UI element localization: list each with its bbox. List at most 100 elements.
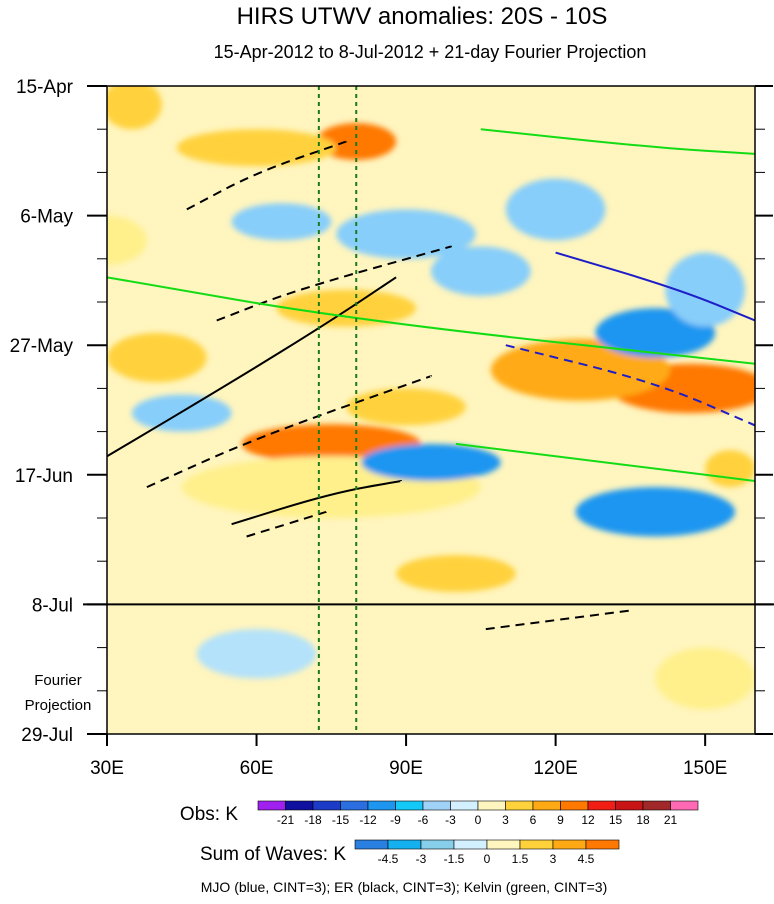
- mjo-contour-8: [555, 251, 755, 322]
- obs-legend-swatch-4: [367, 800, 396, 811]
- y-tick-label-1: 6-May: [20, 207, 73, 228]
- projection-label-line1: Fourier: [34, 672, 82, 689]
- waves-legend-label-6: 4.5: [578, 852, 595, 866]
- anomaly-blob-20: [131, 394, 232, 432]
- obs-legend-label-3: -12: [359, 813, 377, 827]
- x-tick-label-1: 60E: [240, 758, 274, 779]
- obs-colorbar: -21 -18 -15 -12 -9 -6 -3 0 3 6 9 12 15 18 21: [257, 800, 699, 827]
- waves-legend-label-3: 0: [484, 852, 491, 866]
- obs-legend-swatch-6: [422, 800, 451, 811]
- er-contour-5: [246, 510, 327, 538]
- projection-label-line2: Projection: [25, 697, 92, 714]
- waves-legend-swatch-4: [486, 839, 521, 850]
- er-contour-0: [107, 276, 397, 458]
- obs-legend-label-0: -21: [277, 813, 295, 827]
- anomaly-blob-4: [276, 289, 417, 327]
- chart-subtitle: 15-Apr-2012 to 8-Jul-2012 + 21-day Fouri…: [214, 42, 647, 62]
- waves-legend-label-4: 1.5: [512, 852, 529, 866]
- obs-legend-label-10: 9: [557, 813, 564, 827]
- anomaly-blob-10: [705, 450, 755, 488]
- obs-legend-label-1: -18: [304, 813, 322, 827]
- obs-legend-swatch-15: [670, 800, 699, 811]
- obs-legend-label-6: -3: [445, 813, 456, 827]
- obs-legend-swatch-3: [340, 800, 369, 811]
- y-tick-label-3: 17-Jun: [15, 466, 73, 487]
- obs-legend-label-11: 12: [581, 813, 595, 827]
- anomaly-blob-13: [655, 647, 755, 710]
- anomaly-blob-5: [176, 129, 337, 167]
- anomaly-blob-21: [196, 629, 317, 679]
- waves-legend-label-0: -4.5: [378, 852, 399, 866]
- obs-legend-swatch-5: [395, 800, 424, 811]
- obs-legend-swatch-11: [560, 800, 589, 811]
- waves-legend-swatch-0: [354, 839, 389, 850]
- anomaly-field: [107, 86, 755, 710]
- waves-legend-swatch-2: [420, 839, 455, 850]
- anomaly-blob-15: [336, 209, 476, 259]
- obs-legend-swatch-13: [615, 800, 644, 811]
- obs-legend-label-13: 18: [636, 813, 650, 827]
- obs-legend-swatch-1: [285, 800, 314, 811]
- anomaly-blob-3: [490, 339, 671, 401]
- x-tick-label-2: 90E: [389, 758, 423, 779]
- kelvin-contour-11: [480, 128, 755, 155]
- footer-caption: MJO (blue, CINT=3); ER (black, CINT=3); …: [201, 879, 608, 895]
- waves-legend-swatch-5: [519, 839, 554, 850]
- obs-legend-swatch-0: [257, 800, 286, 811]
- anomaly-blob-22: [431, 246, 531, 296]
- anomaly-blob-18: [575, 487, 736, 537]
- anomaly-blob-16: [505, 178, 606, 241]
- obs-legend-label-7: 0: [475, 813, 482, 827]
- plot-area: [83, 85, 774, 735]
- obs-legend-label-2: -15: [332, 813, 350, 827]
- wave-contours: [107, 128, 755, 631]
- er-contour-1: [231, 479, 403, 526]
- er-contour-4: [146, 375, 433, 489]
- waves-legend-swatch-6: [552, 839, 587, 850]
- waves-legend-swatch-7: [585, 839, 620, 850]
- obs-legend-label-14: 21: [664, 813, 678, 827]
- anomaly-blob-7: [107, 332, 207, 383]
- y-tick-label-0: 15-Apr: [16, 77, 74, 98]
- anomaly-blob-6: [346, 388, 466, 426]
- anomaly-blob-1: [316, 123, 397, 161]
- obs-legend-label-9: 6: [530, 813, 537, 827]
- anomaly-blob-14: [231, 203, 332, 241]
- anomaly-blob-19: [361, 443, 501, 481]
- kelvin-contour-10: [455, 442, 755, 482]
- obs-legend-label-8: 3: [502, 813, 509, 827]
- waves-legend-label-2: -1.5: [444, 852, 465, 866]
- mjo-contour-7: [505, 344, 755, 427]
- y-tick-label-4: 8-Jul: [32, 595, 73, 616]
- y-tick-label-5: 29-Jul: [21, 725, 73, 746]
- obs-legend-swatch-10: [532, 800, 561, 811]
- kelvin-contour-9: [107, 276, 755, 365]
- y-axis: 15-Apr 6-May 27-May 17-Jun 8-Jul 29-Jul: [10, 77, 773, 746]
- obs-legend-swatch-7: [450, 800, 479, 811]
- obs-legend-swatch-8: [477, 800, 506, 811]
- y-tick-label-2: 27-May: [10, 336, 74, 357]
- anomaly-blob-8: [107, 86, 162, 130]
- waves-legend-label-5: 3: [550, 852, 557, 866]
- x-tick-label-0: 30E: [90, 758, 124, 779]
- er-contour-6: [485, 609, 632, 631]
- obs-legend-swatch-9: [505, 800, 534, 811]
- waves-colorbar: -4.5 -3 -1.5 0 1.5 3 4.5: [354, 839, 620, 866]
- er-contour-3: [216, 245, 452, 322]
- obs-legend-swatch-2: [312, 800, 341, 811]
- obs-legend-swatch-12: [587, 800, 616, 811]
- obs-legend-title: Obs: K: [180, 804, 238, 825]
- obs-legend-label-4: -9: [390, 813, 401, 827]
- reference-lines: [317, 86, 358, 734]
- x-tick-label-4: 150E: [683, 758, 727, 779]
- obs-legend-label-12: 15: [609, 813, 623, 827]
- obs-legend-swatch-14: [642, 800, 671, 811]
- x-axis: 30E 60E 90E 120E 150E: [90, 734, 727, 779]
- er-contour-2: [186, 140, 348, 211]
- waves-legend-label-1: -3: [416, 852, 427, 866]
- waves-legend-swatch-1: [387, 839, 422, 850]
- anomaly-blob-9: [396, 555, 516, 593]
- chart-title: HIRS UTWV anomalies: 20S - 10S: [237, 3, 608, 30]
- waves-legend-title: Sum of Waves: K: [200, 844, 346, 865]
